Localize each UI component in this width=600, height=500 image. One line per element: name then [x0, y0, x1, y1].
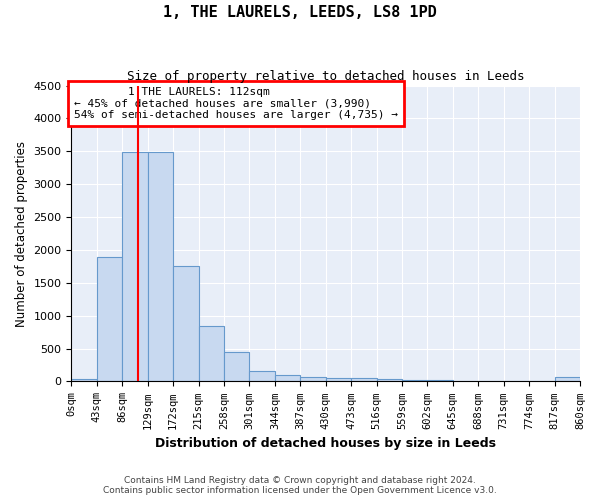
Bar: [554, 378, 580, 382]
Bar: [326, 378, 351, 382]
Bar: [300, 377, 326, 382]
Text: 1 THE LAURELS: 112sqm
← 45% of detached houses are smaller (3,990)
54% of semi-d: 1 THE LAURELS: 112sqm ← 45% of detached …: [74, 87, 398, 120]
Bar: [97, 256, 122, 382]
Bar: [224, 352, 250, 382]
Bar: [122, 152, 148, 382]
Bar: [173, 266, 199, 382]
Bar: [148, 152, 173, 382]
Bar: [427, 380, 453, 382]
Text: Contains HM Land Registry data © Crown copyright and database right 2024.
Contai: Contains HM Land Registry data © Crown c…: [103, 476, 497, 495]
Bar: [377, 379, 402, 382]
Bar: [351, 378, 377, 382]
Bar: [250, 371, 275, 382]
Bar: [402, 380, 427, 382]
Title: Size of property relative to detached houses in Leeds: Size of property relative to detached ho…: [127, 70, 524, 83]
Bar: [199, 326, 224, 382]
Bar: [71, 380, 97, 382]
X-axis label: Distribution of detached houses by size in Leeds: Distribution of detached houses by size …: [155, 437, 496, 450]
Bar: [453, 380, 478, 382]
Bar: [478, 381, 504, 382]
Text: 1, THE LAURELS, LEEDS, LS8 1PD: 1, THE LAURELS, LEEDS, LS8 1PD: [163, 5, 437, 20]
Y-axis label: Number of detached properties: Number of detached properties: [15, 140, 28, 326]
Bar: [275, 375, 300, 382]
